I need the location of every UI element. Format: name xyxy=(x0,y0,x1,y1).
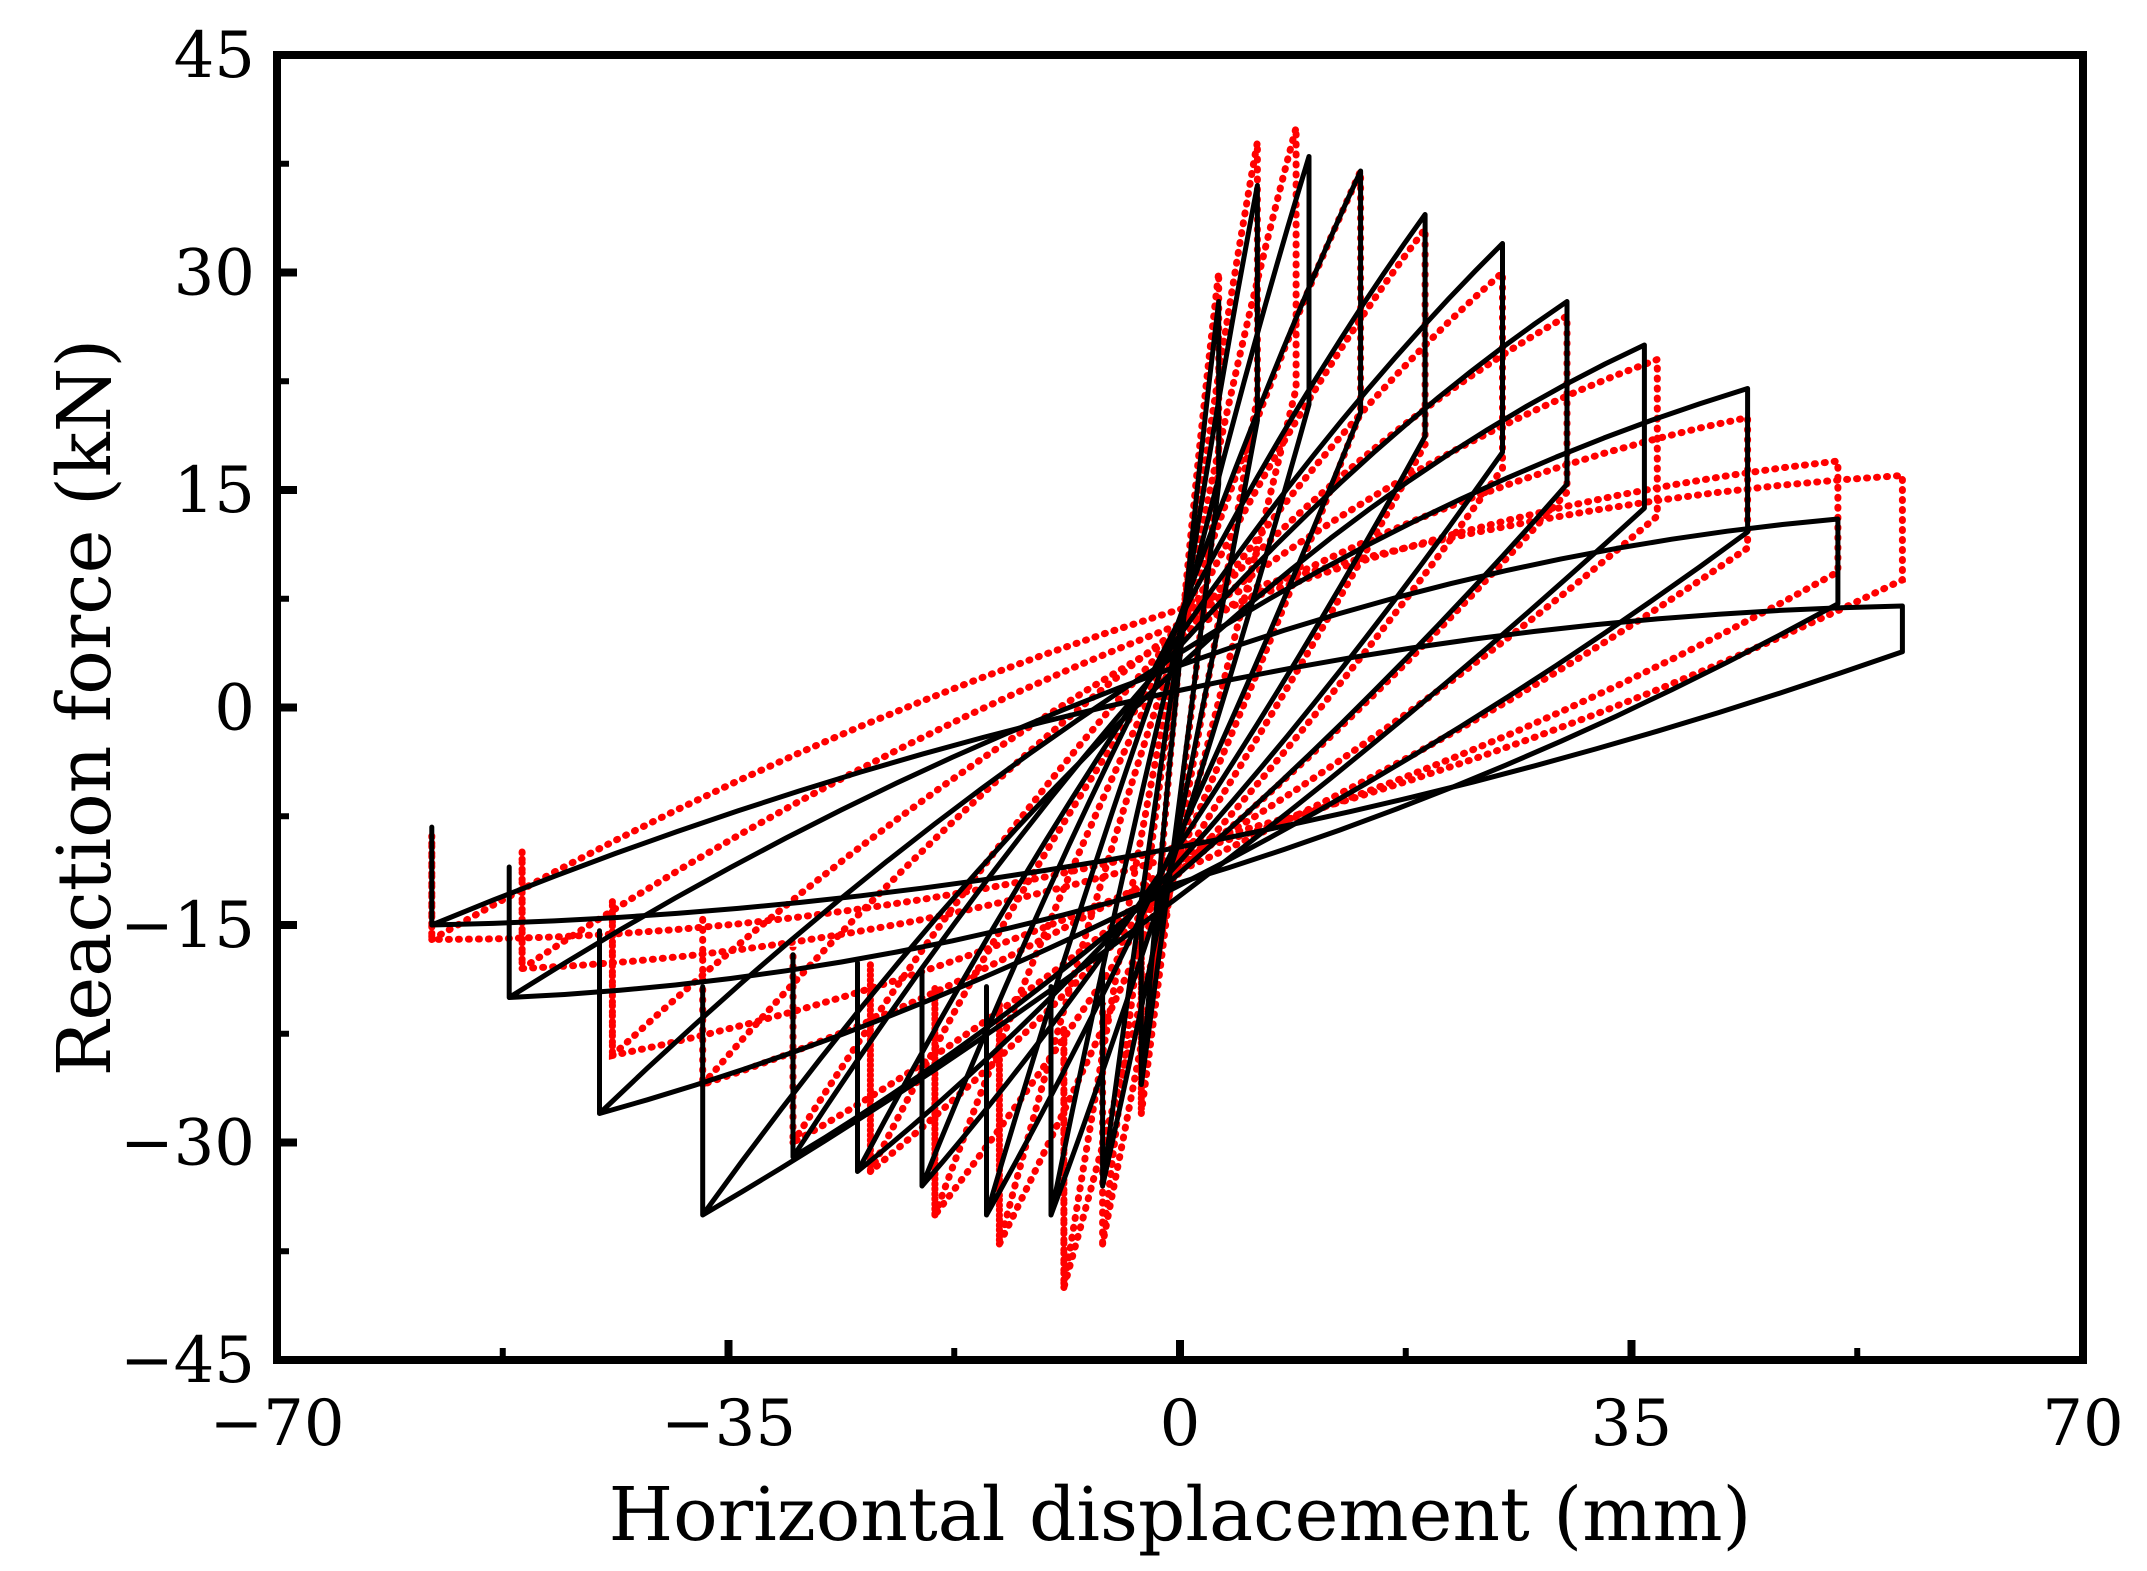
hysteresis-loop-1 xyxy=(1138,299,1222,1087)
x-tick-label: 0 xyxy=(1160,1387,1201,1461)
x-tick-label: −70 xyxy=(209,1387,344,1461)
x-tick-label: −35 xyxy=(661,1387,796,1461)
y-tick-label: −15 xyxy=(120,889,255,963)
y-tick-label: −45 xyxy=(120,1324,255,1398)
hysteresis-loop-8 xyxy=(700,342,1647,1218)
y-tick-label: 15 xyxy=(174,454,255,528)
y-tick-label: 0 xyxy=(214,672,255,746)
plot-frame xyxy=(273,51,2087,1364)
series-layer xyxy=(428,126,1906,1289)
hysteresis-loop-11 xyxy=(428,471,1906,946)
hysteresis-loop-10 xyxy=(506,516,1841,1000)
hysteresis-loop-3 xyxy=(1048,154,1312,1218)
hysteresis-loop-2 xyxy=(1100,183,1260,1189)
hysteresis-loop-7 xyxy=(789,309,1571,1155)
y-axis-title: Reaction force (kN) xyxy=(42,339,128,1077)
hysteresis-loop-9 xyxy=(597,386,1751,1116)
hysteresis-loop-7 xyxy=(790,299,1570,1160)
hysteresis-loop-10 xyxy=(518,457,1842,975)
tick-layer: −70 −35 0 35 70 −45 −30 −15 0 15 30 45 xyxy=(120,19,2124,1461)
x-tick-label: 35 xyxy=(1591,1387,1672,1461)
x-tick-label: 70 xyxy=(2042,1387,2123,1461)
hysteresis-loop-5 xyxy=(919,212,1428,1189)
hysteresis-loop-4 xyxy=(984,168,1364,1218)
y-tick-label: −30 xyxy=(120,1107,255,1181)
hysteresis-loop-3 xyxy=(1060,126,1300,1289)
hysteresis-loop-6 xyxy=(855,241,1505,1174)
y-tick-label: 45 xyxy=(174,19,255,93)
x-axis-title: Horizontal displacement (mm) xyxy=(609,1472,1752,1558)
hysteresis-loop-4 xyxy=(995,169,1365,1246)
y-tick-label: 30 xyxy=(174,237,255,311)
hysteresis-loop-5 xyxy=(931,218,1429,1226)
hysteresis-loop-8 xyxy=(699,354,1661,1094)
hysteresis-loop-11 xyxy=(429,603,1905,928)
series-black xyxy=(429,154,1905,1218)
